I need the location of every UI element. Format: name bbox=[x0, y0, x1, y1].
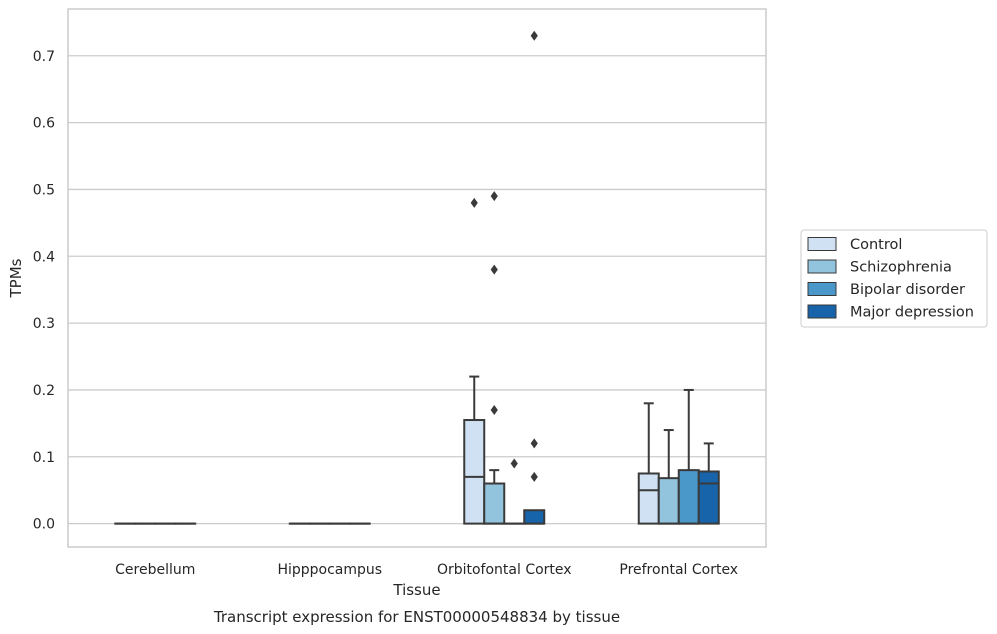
x-tick-label: Orbitofontal Cortex bbox=[437, 562, 572, 578]
legend-frame bbox=[800, 229, 988, 328]
y-tick-label: 0.7 bbox=[33, 49, 55, 65]
outlier-point bbox=[490, 191, 498, 202]
box-group bbox=[523, 30, 546, 525]
legend-label: Bipolar disorder bbox=[850, 282, 965, 298]
chart-caption: Transcript expression for ENST0000054883… bbox=[213, 608, 620, 626]
legend-label: Control bbox=[850, 237, 902, 253]
box-group bbox=[657, 429, 680, 525]
outlier-point bbox=[510, 458, 518, 469]
outlier-point bbox=[530, 471, 538, 482]
plot-frame bbox=[67, 8, 767, 548]
y-tick-label: 0.2 bbox=[33, 383, 55, 399]
box bbox=[677, 469, 700, 525]
box-group bbox=[697, 442, 720, 525]
y-axis-title: TPMs bbox=[7, 258, 25, 298]
x-tick-label: Cerebellum bbox=[115, 562, 195, 578]
x-tick-labels: Cerebellum Hipppocampus Orbitofontal Corte… bbox=[115, 562, 738, 578]
y-tick-label: 0.4 bbox=[33, 249, 55, 265]
legend[interactable]: Control Schizophrenia Bipolar disorder Majo… bbox=[800, 229, 988, 328]
legend-swatch bbox=[807, 304, 837, 319]
legend-swatch bbox=[807, 237, 837, 251]
y-tick-label: 0.1 bbox=[33, 450, 55, 466]
legend-label: Major depression bbox=[850, 305, 974, 321]
y-tick-label: 0.0 bbox=[33, 517, 55, 533]
y-tick-label: 0.6 bbox=[33, 116, 55, 132]
box bbox=[483, 482, 506, 525]
boxes bbox=[114, 30, 720, 525]
legend-swatch bbox=[807, 282, 837, 296]
legend-swatch bbox=[807, 259, 837, 274]
box bbox=[697, 470, 720, 525]
outlier-point bbox=[470, 197, 478, 208]
y-tick-label: 0.5 bbox=[33, 182, 55, 198]
box bbox=[523, 509, 546, 525]
box-group bbox=[463, 197, 486, 525]
box bbox=[463, 419, 486, 525]
x-axis-title: Tissue bbox=[392, 581, 440, 599]
box bbox=[657, 477, 680, 525]
x-tick-label: Hipppocampus bbox=[277, 562, 382, 578]
x-tick-label: Prefrontal Cortex bbox=[619, 562, 738, 578]
y-tick-labels: 0.0 0.1 0.2 0.3 0.4 0.5 0.6 0.7 bbox=[33, 49, 55, 533]
outlier-point bbox=[490, 404, 498, 415]
box-group bbox=[483, 191, 506, 525]
y-gridlines bbox=[68, 55, 766, 525]
outlier-point bbox=[490, 264, 498, 275]
y-tick-label: 0.3 bbox=[33, 316, 55, 332]
outlier-point bbox=[530, 438, 538, 449]
outlier-point bbox=[530, 30, 538, 41]
box bbox=[637, 472, 660, 525]
legend-label: Schizophrenia bbox=[850, 260, 952, 276]
box-group bbox=[503, 458, 526, 525]
